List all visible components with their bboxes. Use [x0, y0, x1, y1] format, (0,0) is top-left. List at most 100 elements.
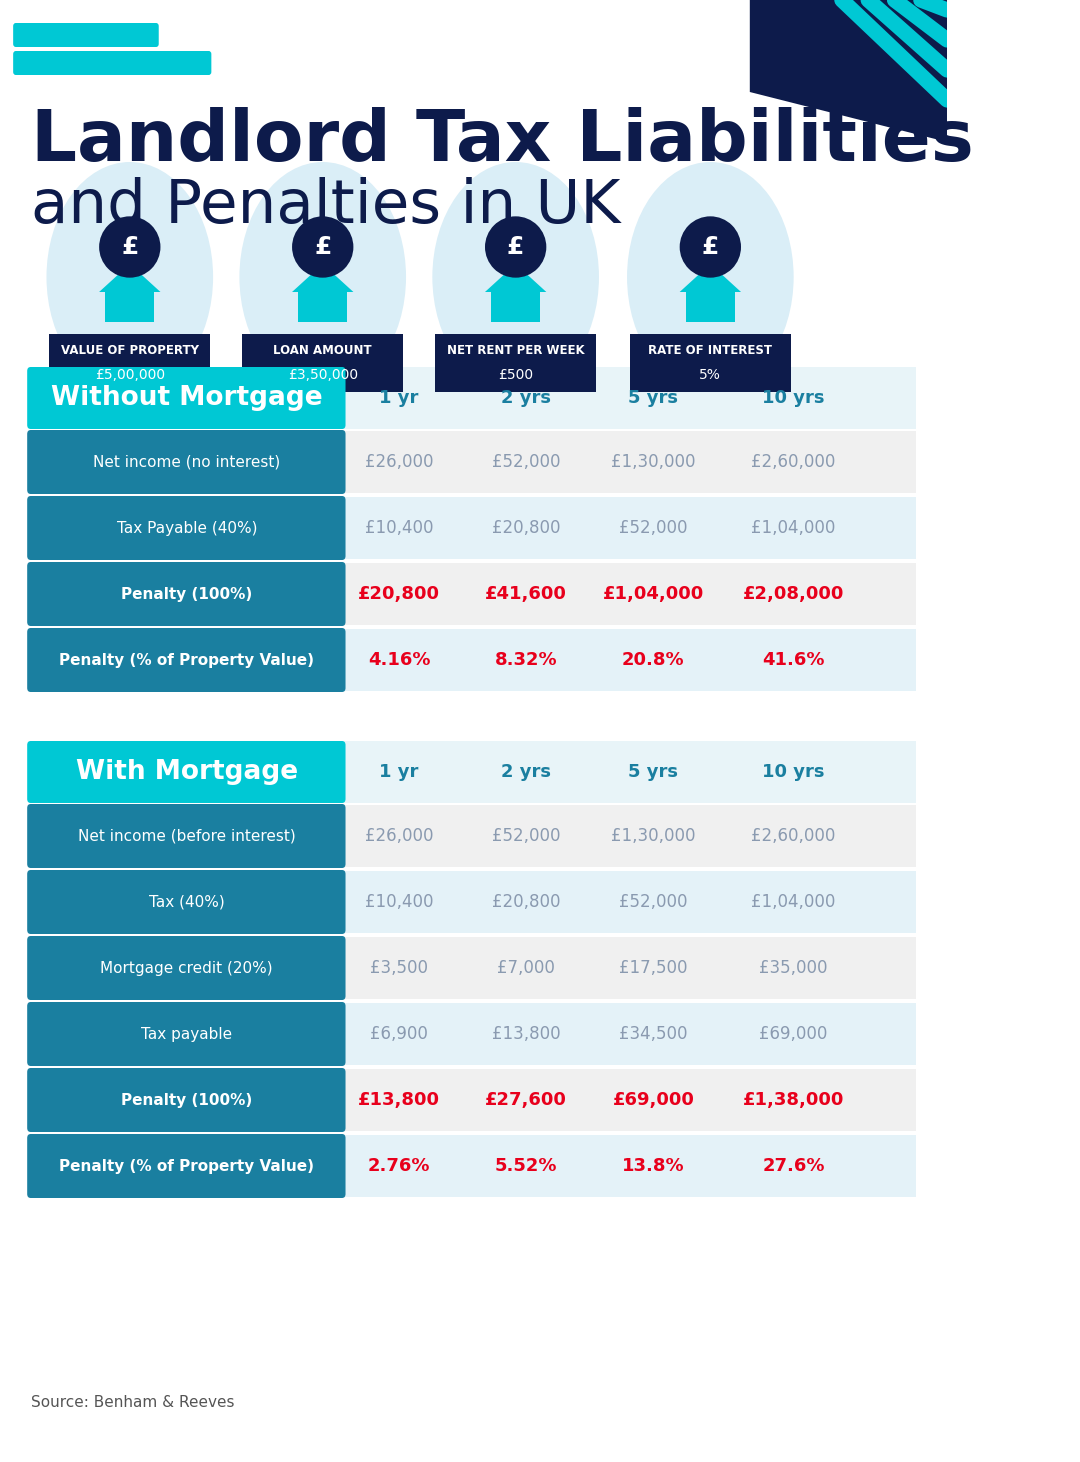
Text: £: £	[314, 235, 332, 259]
FancyBboxPatch shape	[27, 936, 346, 1000]
Text: £1,04,000: £1,04,000	[752, 519, 836, 537]
FancyBboxPatch shape	[686, 289, 734, 322]
Text: 20.8%: 20.8%	[622, 651, 685, 670]
Text: £26,000: £26,000	[365, 453, 433, 471]
Text: Landlord Tax Liabilities: Landlord Tax Liabilities	[30, 107, 973, 175]
Text: £1,30,000: £1,30,000	[611, 453, 696, 471]
Text: £3,500: £3,500	[370, 959, 428, 977]
FancyBboxPatch shape	[30, 497, 917, 558]
Text: 41.6%: 41.6%	[762, 651, 825, 670]
Text: £52,000: £52,000	[491, 827, 561, 845]
Text: £69,000: £69,000	[759, 1025, 828, 1042]
Text: 13.8%: 13.8%	[622, 1156, 685, 1175]
Text: £7,000: £7,000	[497, 959, 555, 977]
FancyBboxPatch shape	[13, 51, 212, 75]
FancyBboxPatch shape	[435, 333, 596, 392]
FancyBboxPatch shape	[30, 431, 917, 493]
FancyBboxPatch shape	[30, 741, 917, 803]
FancyBboxPatch shape	[27, 561, 346, 626]
FancyBboxPatch shape	[30, 871, 917, 933]
FancyBboxPatch shape	[13, 23, 159, 47]
Text: £20,800: £20,800	[359, 585, 440, 602]
Text: Tax (40%): Tax (40%)	[149, 895, 225, 909]
Text: 2 yrs: 2 yrs	[501, 763, 551, 781]
FancyBboxPatch shape	[27, 804, 346, 868]
Text: RATE OF INTEREST: RATE OF INTEREST	[648, 344, 772, 357]
Text: 5%: 5%	[700, 368, 721, 382]
Ellipse shape	[240, 162, 406, 392]
Text: £27,600: £27,600	[485, 1091, 567, 1110]
Text: £3,50,000: £3,50,000	[287, 368, 357, 382]
Text: £52,000: £52,000	[619, 893, 688, 911]
Text: £2,60,000: £2,60,000	[752, 827, 836, 845]
FancyBboxPatch shape	[30, 806, 917, 867]
Text: £5,00,000: £5,00,000	[95, 368, 165, 382]
Ellipse shape	[432, 162, 599, 392]
Text: 5.52%: 5.52%	[495, 1156, 557, 1175]
Text: £6,900: £6,900	[370, 1025, 428, 1042]
FancyBboxPatch shape	[105, 289, 154, 322]
Text: and Penalties in UK: and Penalties in UK	[30, 177, 620, 235]
Text: Tax payable: Tax payable	[141, 1026, 232, 1041]
Text: £34,500: £34,500	[619, 1025, 688, 1042]
Text: With Mortgage: With Mortgage	[76, 759, 298, 785]
Text: £26,000: £26,000	[365, 827, 433, 845]
FancyBboxPatch shape	[298, 289, 348, 322]
Text: £: £	[507, 235, 525, 259]
Text: 1 yr: 1 yr	[379, 389, 419, 406]
Polygon shape	[679, 265, 741, 292]
Text: £1,38,000: £1,38,000	[743, 1091, 845, 1110]
Text: £52,000: £52,000	[619, 519, 688, 537]
Polygon shape	[292, 265, 353, 292]
FancyBboxPatch shape	[27, 629, 346, 692]
Text: 5 yrs: 5 yrs	[629, 389, 678, 406]
Text: Penalty (% of Property Value): Penalty (% of Property Value)	[59, 1158, 314, 1174]
Polygon shape	[99, 265, 161, 292]
Text: £: £	[702, 235, 719, 259]
Text: £41,600: £41,600	[485, 585, 567, 602]
Text: £35,000: £35,000	[759, 959, 828, 977]
Text: £13,800: £13,800	[491, 1025, 561, 1042]
Text: Net income (before interest): Net income (before interest)	[78, 829, 296, 844]
Text: £69,000: £69,000	[612, 1091, 694, 1110]
FancyBboxPatch shape	[27, 870, 346, 934]
FancyBboxPatch shape	[30, 1069, 917, 1132]
Text: Penalty (100%): Penalty (100%)	[121, 586, 253, 601]
Text: £20,800: £20,800	[491, 519, 561, 537]
Text: Mortgage credit (20%): Mortgage credit (20%)	[100, 961, 273, 975]
Text: Net income (no interest): Net income (no interest)	[93, 455, 281, 469]
Text: £: £	[121, 235, 138, 259]
Text: £: £	[697, 228, 724, 266]
Text: 27.6%: 27.6%	[762, 1156, 825, 1175]
Text: LOAN AMOUNT: LOAN AMOUNT	[273, 344, 372, 357]
FancyBboxPatch shape	[491, 289, 540, 322]
Text: £1,04,000: £1,04,000	[752, 893, 836, 911]
Text: £2,60,000: £2,60,000	[752, 453, 836, 471]
Polygon shape	[750, 0, 947, 142]
Text: NET RENT PER WEEK: NET RENT PER WEEK	[447, 344, 584, 357]
Text: Source: Benham & Reeves: Source: Benham & Reeves	[30, 1395, 234, 1409]
Text: £52,000: £52,000	[491, 453, 561, 471]
FancyBboxPatch shape	[27, 1069, 346, 1132]
Text: Penalty (% of Property Value): Penalty (% of Property Value)	[59, 652, 314, 668]
Text: 10 yrs: 10 yrs	[762, 389, 825, 406]
FancyBboxPatch shape	[27, 1135, 346, 1197]
FancyBboxPatch shape	[30, 1135, 917, 1197]
Text: 1 yr: 1 yr	[379, 763, 419, 781]
Text: £500: £500	[498, 368, 534, 382]
FancyBboxPatch shape	[30, 629, 917, 692]
Text: 10 yrs: 10 yrs	[762, 763, 825, 781]
FancyBboxPatch shape	[27, 367, 346, 428]
Text: 2 yrs: 2 yrs	[501, 389, 551, 406]
FancyBboxPatch shape	[49, 333, 211, 392]
FancyBboxPatch shape	[27, 496, 346, 560]
Ellipse shape	[46, 162, 213, 392]
Text: £: £	[502, 228, 529, 266]
FancyBboxPatch shape	[630, 333, 791, 392]
Text: £: £	[117, 228, 144, 266]
Polygon shape	[485, 265, 546, 292]
Text: 2.76%: 2.76%	[368, 1156, 430, 1175]
Text: 8.32%: 8.32%	[495, 651, 557, 670]
Text: £10,400: £10,400	[365, 893, 433, 911]
Text: £1,04,000: £1,04,000	[603, 585, 704, 602]
